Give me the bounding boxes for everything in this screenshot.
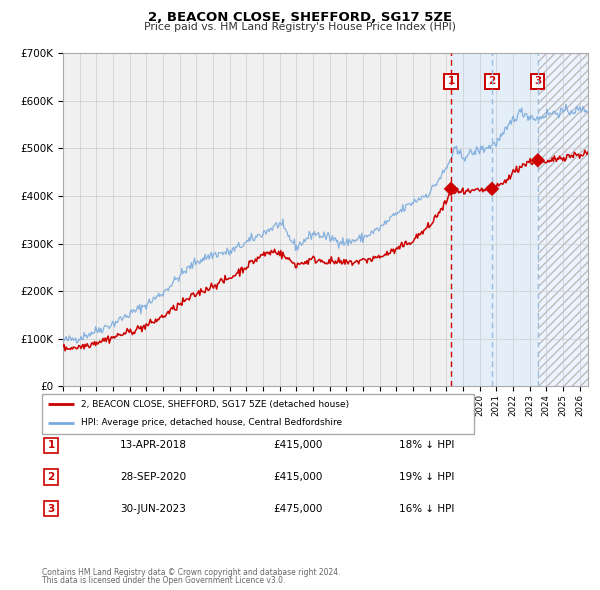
Text: 2: 2: [488, 77, 496, 86]
Point: [533, 156, 542, 165]
Point: [487, 184, 497, 194]
Text: HPI: Average price, detached house, Central Bedfordshire: HPI: Average price, detached house, Cent…: [81, 418, 342, 427]
Text: 18% ↓ HPI: 18% ↓ HPI: [399, 441, 454, 450]
Text: £415,000: £415,000: [273, 441, 322, 450]
Bar: [538, 53, 588, 386]
Text: £475,000: £475,000: [273, 504, 322, 513]
Text: 2, BEACON CLOSE, SHEFFORD, SG17 5ZE (detached house): 2, BEACON CLOSE, SHEFFORD, SG17 5ZE (det…: [81, 400, 349, 409]
Text: Contains HM Land Registry data © Crown copyright and database right 2024.: Contains HM Land Registry data © Crown c…: [42, 568, 341, 577]
Text: 3: 3: [534, 77, 541, 86]
Text: 19% ↓ HPI: 19% ↓ HPI: [399, 472, 454, 481]
Point: [446, 184, 456, 194]
Text: Price paid vs. HM Land Registry's House Price Index (HPI): Price paid vs. HM Land Registry's House …: [144, 22, 456, 32]
Text: This data is licensed under the Open Government Licence v3.0.: This data is licensed under the Open Gov…: [42, 576, 286, 585]
Text: 16% ↓ HPI: 16% ↓ HPI: [399, 504, 454, 513]
Text: 3: 3: [47, 504, 55, 513]
Text: 28-SEP-2020: 28-SEP-2020: [120, 472, 186, 481]
Text: 1: 1: [47, 441, 55, 450]
Text: 30-JUN-2023: 30-JUN-2023: [120, 504, 186, 513]
Text: 2: 2: [47, 472, 55, 481]
Text: 13-APR-2018: 13-APR-2018: [120, 441, 187, 450]
Text: 2, BEACON CLOSE, SHEFFORD, SG17 5ZE: 2, BEACON CLOSE, SHEFFORD, SG17 5ZE: [148, 11, 452, 24]
Text: £415,000: £415,000: [273, 472, 322, 481]
Bar: [451, 53, 538, 386]
FancyBboxPatch shape: [42, 394, 474, 434]
Text: 1: 1: [448, 77, 455, 86]
